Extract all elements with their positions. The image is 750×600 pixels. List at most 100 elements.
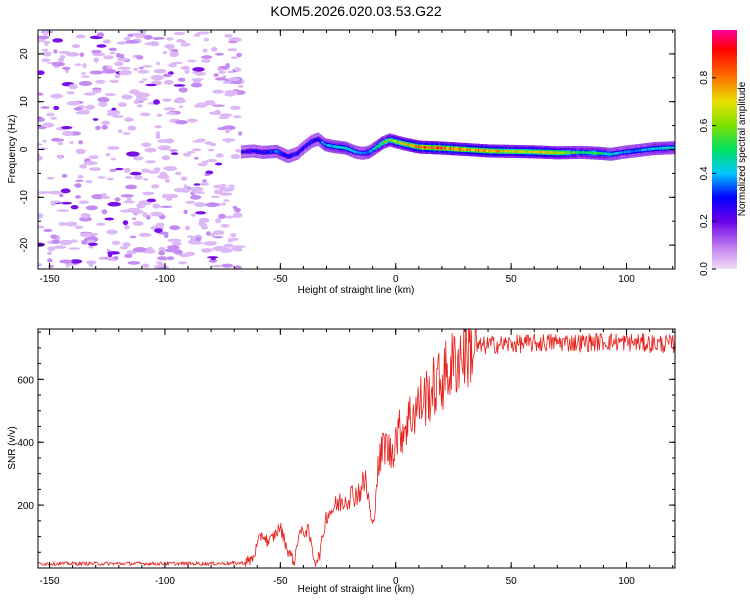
- noise-speckle: [125, 184, 137, 190]
- noise-speckle: [38, 156, 44, 161]
- noise-speckle: [109, 79, 119, 84]
- trace-cell: [476, 149, 479, 152]
- noise-speckle: [211, 264, 223, 268]
- noise-speckle: [155, 131, 161, 135]
- noise-speckle: [223, 199, 230, 202]
- trace-cell: [486, 149, 489, 152]
- trace-cell: [332, 145, 335, 148]
- trace-cell: [242, 150, 245, 153]
- trace-cell: [427, 146, 430, 149]
- noise-speckle: [61, 201, 72, 205]
- trace-cell: [318, 138, 321, 142]
- trace-cell: [353, 150, 356, 153]
- trace-cell: [437, 146, 440, 150]
- noise-speckle: [104, 93, 116, 97]
- trace-cell: [337, 146, 340, 149]
- noise-speckle: [172, 241, 182, 246]
- noise-speckle: [122, 209, 130, 213]
- noise-speckle: [234, 265, 242, 269]
- noise-speckle: [113, 256, 119, 260]
- noise-speckle: [56, 209, 70, 212]
- trace-cell: [265, 150, 268, 154]
- trace-cell: [473, 148, 476, 152]
- noise-speckle: [79, 216, 92, 222]
- noise-speckle: [47, 246, 56, 252]
- trace-cell: [591, 151, 594, 155]
- noise-speckle: [141, 65, 153, 68]
- noise-speckle: [214, 52, 225, 56]
- noise-speckle: [61, 174, 68, 178]
- trace-cell: [668, 146, 671, 150]
- noise-speckle: [133, 247, 147, 253]
- trace-cell: [472, 148, 475, 152]
- noise-speckle: [233, 67, 242, 72]
- noise-speckle: [193, 202, 207, 208]
- noise-speckle: [164, 178, 170, 183]
- trace-cell: [379, 143, 382, 146]
- trace-cell: [373, 147, 376, 150]
- noise-speckle: [62, 66, 71, 71]
- trace-cell: [317, 137, 320, 141]
- trace-cell: [645, 148, 648, 151]
- noise-speckle: [210, 195, 220, 198]
- trace-cell: [368, 150, 371, 154]
- noise-speckle: [167, 245, 180, 250]
- noise-speckle: [183, 184, 188, 190]
- trace-cell: [646, 148, 649, 151]
- noise-speckle: [154, 125, 162, 129]
- trace-cell: [479, 149, 482, 152]
- trace-cell: [474, 148, 478, 152]
- noise-speckle: [217, 68, 224, 72]
- noise-speckle: [107, 251, 120, 255]
- trace-cell: [361, 152, 364, 155]
- noise-speckle: [227, 249, 233, 253]
- noise-speckle: [41, 48, 49, 52]
- colorbar-tick-label: 0.0: [699, 262, 710, 276]
- trace-cell: [652, 147, 655, 150]
- trace-cell: [515, 150, 518, 153]
- noise-speckle: [78, 200, 89, 204]
- noise-speckle: [219, 192, 233, 196]
- noise-speckle: [232, 212, 243, 218]
- noise-speckle: [231, 56, 238, 59]
- trace-cell: [490, 149, 493, 153]
- trace-cell: [513, 150, 516, 153]
- noise-speckle: [42, 139, 47, 143]
- noise-speckle: [88, 155, 99, 160]
- noise-speckle: [224, 34, 233, 38]
- trace-cell: [588, 151, 591, 154]
- noise-speckle: [168, 63, 177, 68]
- trace-cell: [549, 151, 552, 154]
- trace-cell: [585, 151, 588, 154]
- noise-speckle: [115, 167, 124, 171]
- trace-cell: [340, 146, 343, 149]
- trace-cell: [276, 150, 280, 154]
- noise-speckle: [153, 99, 160, 105]
- trace-cell: [296, 152, 299, 155]
- colorbar-tick-label: 0.8: [699, 70, 710, 84]
- noise-speckle: [78, 81, 93, 86]
- noise-speckle: [55, 138, 65, 142]
- noise-speckle: [124, 36, 131, 41]
- trace-cell: [281, 152, 284, 156]
- noise-speckle: [192, 190, 201, 194]
- noise-speckle: [139, 200, 147, 203]
- noise-speckle: [126, 250, 137, 255]
- trace-cell: [461, 148, 464, 151]
- noise-speckle: [47, 258, 53, 263]
- trace-cell: [573, 151, 576, 154]
- trace-cell: [330, 145, 334, 148]
- noise-speckle: [238, 131, 243, 136]
- trace-cell: [402, 142, 406, 146]
- noise-speckle: [150, 211, 164, 217]
- trace-cell: [329, 144, 332, 148]
- trace-cell: [375, 146, 378, 149]
- noise-speckle: [125, 40, 139, 44]
- noise-speckle: [57, 57, 65, 63]
- noise-speckle: [213, 73, 219, 77]
- trace-cell: [328, 144, 331, 147]
- x-tick-label: -100: [155, 274, 175, 285]
- noise-speckle: [167, 238, 182, 243]
- noise-speckle: [75, 148, 86, 154]
- noise-speckle: [204, 173, 211, 177]
